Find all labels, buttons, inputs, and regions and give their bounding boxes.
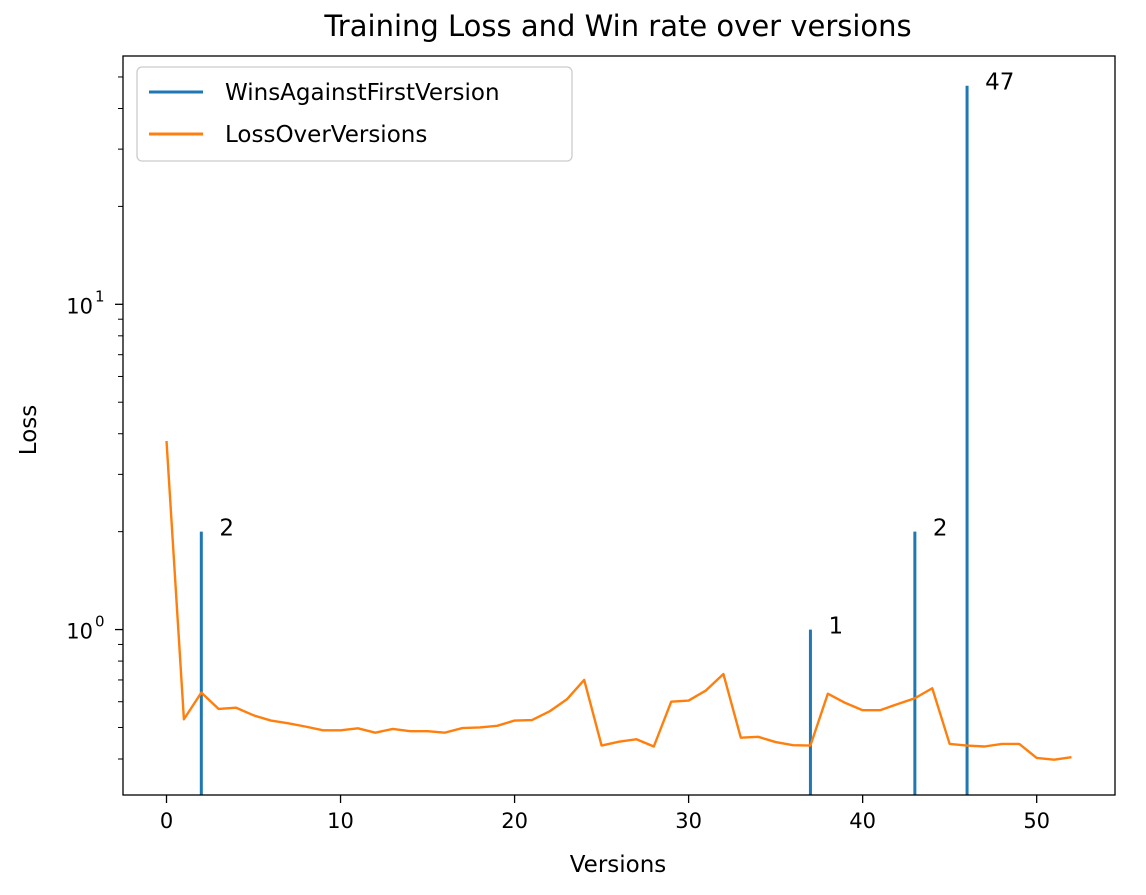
chart-title: Training Loss and Win rate over versions — [323, 9, 911, 43]
x-tick-label-5: 50 — [1023, 809, 1050, 833]
x-axis-label: Versions — [570, 852, 667, 878]
x-tick-label-0: 0 — [160, 809, 173, 833]
loss-line — [165, 440, 1072, 761]
y-axis-label: Loss — [16, 405, 42, 455]
x-tick-label-2: 20 — [501, 809, 528, 833]
plot-area: 2 1 2 47 — [165, 70, 1072, 795]
data-group — [165, 85, 1072, 795]
x-tick-label-4: 40 — [849, 809, 876, 833]
legend-label-0: WinsAgainstFirstVersion — [225, 80, 500, 106]
win-bar-label-3: 47 — [985, 70, 1014, 96]
plot-frame — [122, 55, 1116, 796]
y-tick-label-0: 10 — [66, 620, 93, 644]
legend-label-1: LossOverVersions — [225, 122, 427, 148]
legend: WinsAgainstFirstVersion LossOverVersions — [136, 66, 573, 162]
win-bar-label-1: 1 — [828, 614, 843, 640]
y-tick-label-1: 10 — [66, 294, 93, 318]
win-bar-label-0: 2 — [219, 516, 234, 542]
y-tick-exponent-0: 0 — [95, 613, 105, 631]
x-tick-label-3: 30 — [675, 809, 702, 833]
y-tick-exponent-1: 1 — [95, 287, 105, 305]
legend-box — [136, 66, 573, 162]
x-tick-label-1: 10 — [327, 809, 354, 833]
win-bar-label-2: 2 — [933, 516, 948, 542]
